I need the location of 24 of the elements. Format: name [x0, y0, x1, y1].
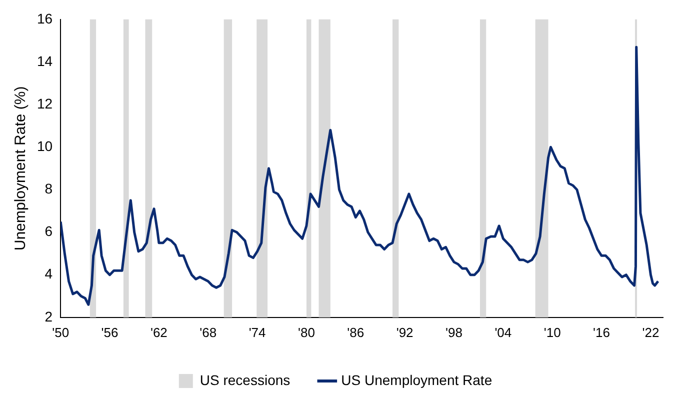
x-tick-label: '22 — [642, 324, 660, 340]
x-tick-label: '16 — [593, 324, 610, 340]
x-tick-label: '50 — [52, 324, 70, 340]
y-tick-label: 6 — [44, 223, 53, 240]
y-tick-label: 10 — [36, 138, 53, 154]
x-tick-label: '62 — [150, 324, 168, 340]
x-tick-label: '74 — [248, 324, 266, 340]
legend-label: US recessions — [200, 372, 290, 388]
legend-label: US Unemployment Rate — [341, 372, 492, 388]
x-tick-label: '10 — [544, 324, 561, 340]
y-tick-label: 14 — [36, 52, 53, 69]
y-tick-label: 16 — [36, 10, 53, 26]
x-tick-label: '86 — [347, 324, 364, 340]
y-tick-label: 2 — [44, 308, 53, 324]
y-tick-label: 8 — [44, 180, 53, 197]
x-tick-label: '56 — [101, 324, 118, 340]
x-tick-label: '80 — [298, 324, 315, 340]
x-tick-label: '04 — [494, 324, 512, 340]
y-tick-label: 12 — [36, 95, 53, 112]
x-tick-label: '68 — [200, 324, 217, 340]
y-axis-title: Unemployment Rate (%) — [12, 86, 30, 251]
y-tick-label: 4 — [44, 266, 53, 282]
x-tick-label: '92 — [396, 324, 414, 340]
x-tick-label: '98 — [446, 324, 462, 340]
